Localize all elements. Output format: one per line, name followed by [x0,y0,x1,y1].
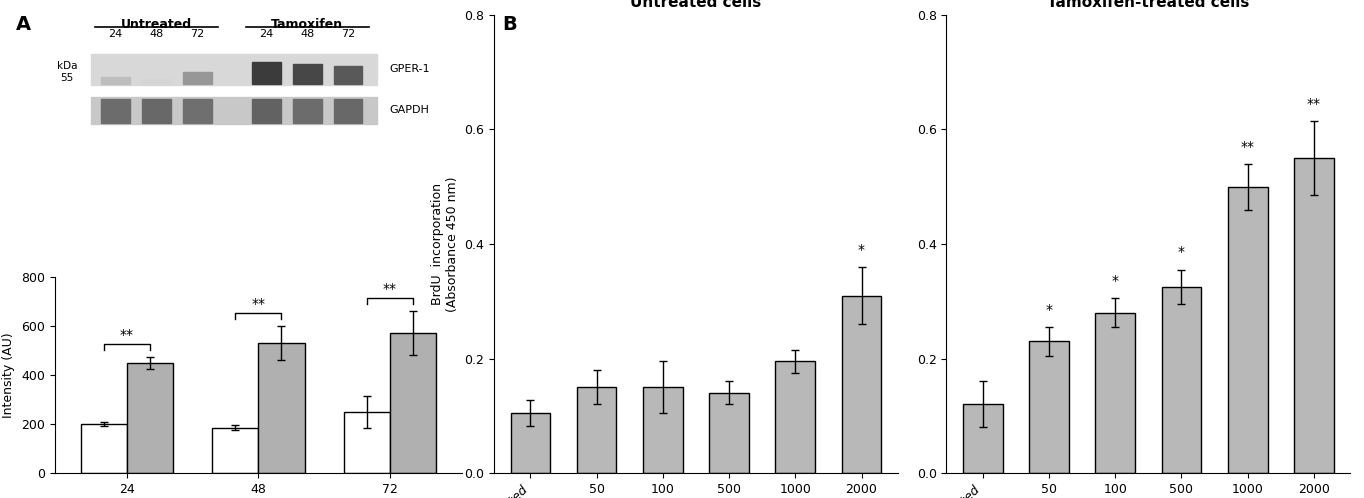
Bar [1162,287,1202,473]
Bar [510,413,550,473]
Title: Untreated cells: Untreated cells [630,0,761,9]
Bar [142,99,170,123]
Bar [80,424,127,473]
Bar [91,54,376,85]
Text: *: * [1046,303,1053,317]
Bar [1228,187,1267,473]
Bar [390,334,436,473]
Text: *: * [1112,274,1118,288]
Bar [258,343,304,473]
Text: 24: 24 [109,29,123,39]
Title: Tamoxifen-treated cells: Tamoxifen-treated cells [1048,0,1249,9]
Text: **: ** [251,297,266,311]
Text: *: * [1178,246,1185,259]
Text: B: B [502,15,517,34]
Bar [642,387,683,473]
Text: 48: 48 [300,29,315,39]
Text: 24: 24 [259,29,274,39]
Text: **: ** [1307,97,1320,111]
Text: **: ** [383,282,397,296]
Y-axis label: BrdU  incorporation
(Absorbance 450 nm): BrdU incorporation (Absorbance 450 nm) [431,176,458,312]
Bar [577,387,617,473]
Bar [183,73,211,84]
Bar [334,66,363,84]
Bar [213,428,258,473]
Text: A: A [16,15,31,34]
Bar [101,99,130,123]
Bar [842,295,881,473]
Bar [775,362,816,473]
Bar [183,99,211,123]
Text: 55: 55 [60,73,74,83]
Text: Tamoxifen: Tamoxifen [271,18,344,31]
Bar [1294,158,1334,473]
Bar [1095,313,1135,473]
Text: 48: 48 [150,29,164,39]
Bar [252,99,281,123]
Y-axis label: Intensity (AU): Intensity (AU) [3,332,15,418]
Text: **: ** [120,328,134,342]
Text: GPER-1: GPER-1 [389,64,430,74]
Bar [1030,342,1069,473]
Bar [142,79,170,84]
Bar [101,77,130,84]
Bar [344,412,390,473]
Bar [252,62,281,84]
Text: 72: 72 [341,29,355,39]
Bar [709,393,749,473]
Text: Untreated: Untreated [121,18,192,31]
Bar [293,64,322,84]
Text: **: ** [1241,139,1255,153]
Text: GAPDH: GAPDH [389,105,428,115]
Text: kDa: kDa [56,61,76,71]
Bar [334,99,363,123]
Bar [127,363,173,473]
Text: *: * [858,243,865,256]
Bar [293,99,322,123]
Bar [91,97,376,124]
Bar [963,404,1003,473]
Text: 72: 72 [190,29,205,39]
